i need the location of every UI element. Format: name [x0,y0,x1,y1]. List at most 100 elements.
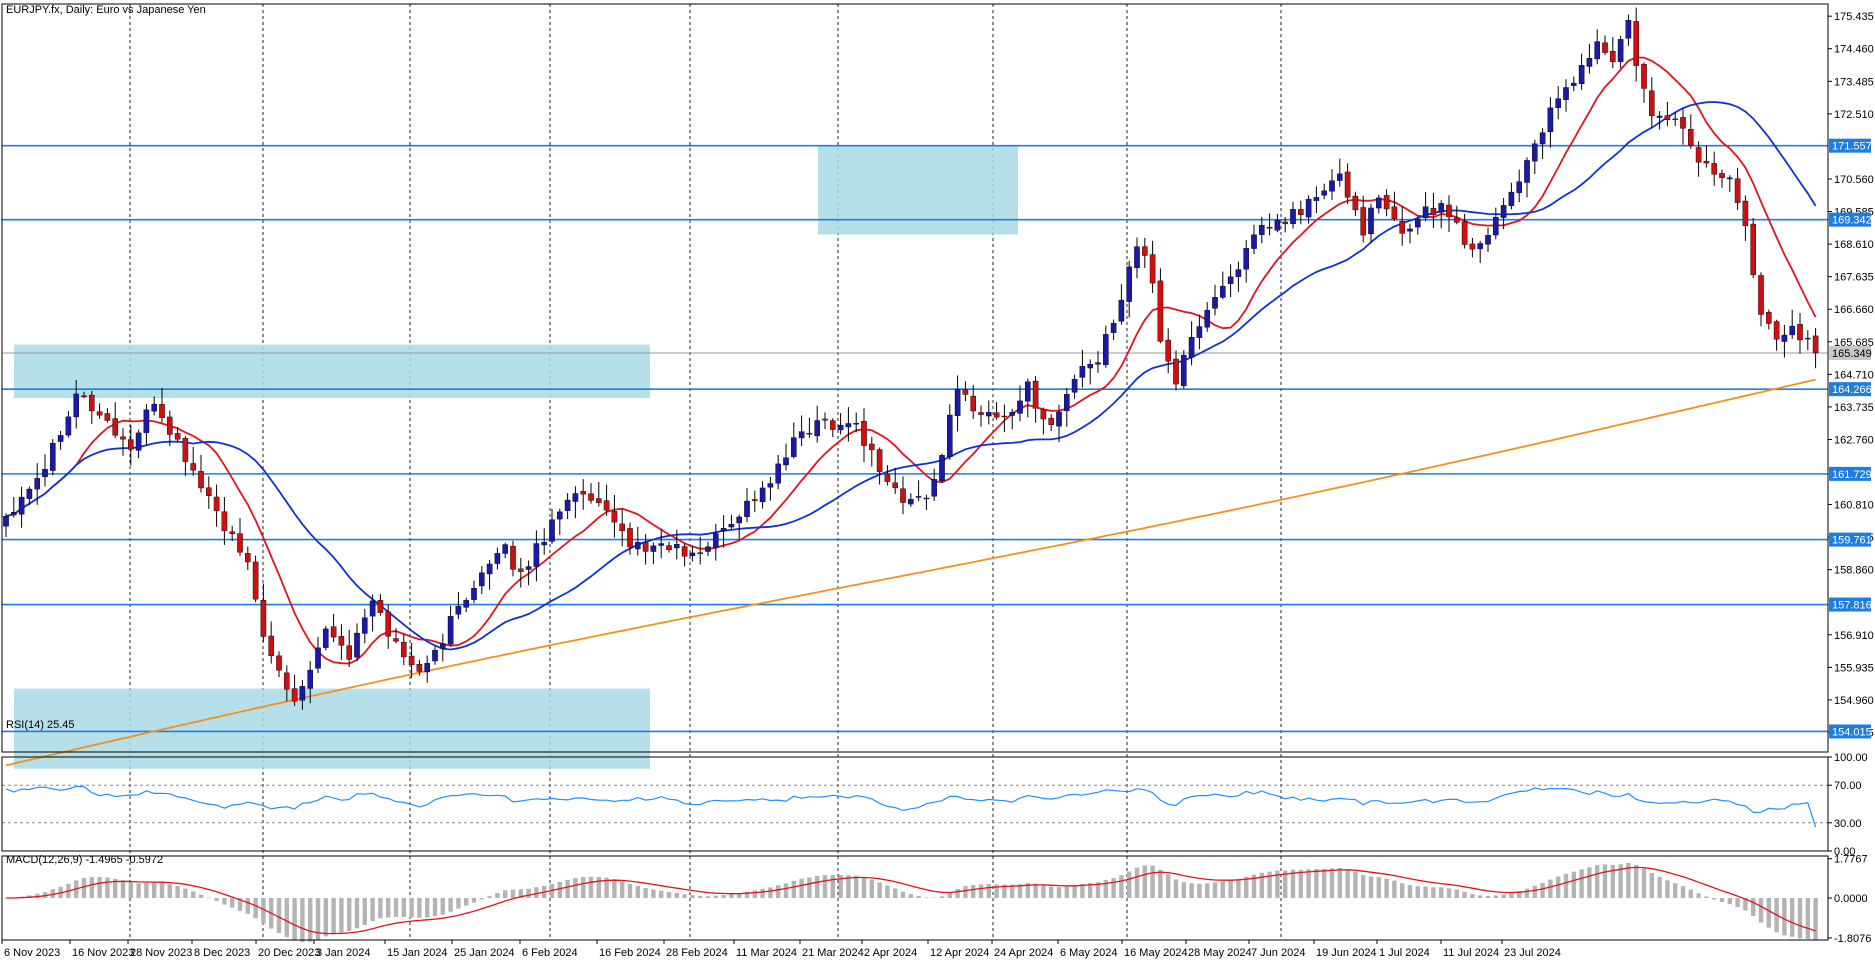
pane-border [1,3,1829,753]
candle-body [518,568,524,572]
candle-body [1173,358,1179,385]
price-tick-label: 173.485 [1834,76,1874,88]
macd-bar [1259,872,1264,898]
macd-bar [276,898,282,933]
candle-body [1204,309,1210,328]
candle-body [510,545,516,570]
candle-body [1344,171,1351,198]
candle-body [674,544,680,549]
macd-bar [440,898,445,915]
macd-bar [1517,891,1522,898]
level-label-text: 159.761 [1832,535,1872,547]
macd-bar [1673,883,1678,898]
macd-pane [3,863,1818,943]
candle-body [1243,248,1249,270]
candle-body [892,482,898,489]
candle-body [81,395,87,397]
macd-bar [846,875,851,898]
candle-body [26,488,33,499]
candle-body [1235,269,1242,277]
macd-bar [1033,883,1038,898]
macd-bar [581,877,586,898]
macd-bar [768,887,773,898]
macd-bar [191,891,196,898]
macd-bar [339,898,344,933]
candle-body [330,626,337,638]
candle-body [166,416,173,435]
macd-bar [167,884,172,898]
rsi-tick-label: 70.00 [1834,780,1862,792]
macd-bar [1407,885,1413,898]
candle-body [213,496,220,511]
date-tick-label: 11 Jul 2024 [1443,947,1499,959]
price-tick-label: 168.610 [1834,239,1874,251]
candle-body [252,561,259,600]
candle-body [1602,42,1608,53]
candle-body [923,497,930,500]
macd-bar [503,890,508,898]
date-tick-label: 12 Apr 2024 [930,947,989,959]
macd-bar [1049,886,1054,898]
macd-bar [659,890,664,898]
macd-bar [425,898,430,918]
candle-body [1009,412,1015,416]
macd-bar [1766,898,1771,928]
price-candles [3,7,1819,710]
macd-bar [1524,888,1530,898]
candle-body [806,432,813,435]
macd-bar [152,882,157,898]
current-price-label: 165.349 [1829,345,1872,360]
macd-bar [1548,879,1553,898]
macd-bar [955,888,960,898]
candle-body [401,641,407,658]
macd-bar [253,898,258,919]
candle-body [276,655,282,671]
price-tick-label: 166.660 [1834,304,1874,316]
candle-body [1126,266,1132,302]
macd-bar [128,882,133,898]
level-label-text: 154.015 [1832,726,1872,738]
candle-body [1555,98,1561,108]
macd-bar [939,896,945,898]
candle-body [494,553,501,564]
level-label: 164.266 [1829,382,1872,397]
candle-body [572,493,579,502]
candle-body [1087,364,1093,369]
candle-body [736,516,742,524]
macd-bar [557,881,562,898]
date-tick-label: 6 May 2024 [1060,947,1117,959]
macd-bar [1571,871,1576,898]
macd-bar [565,879,570,898]
candle-body [1758,275,1764,315]
candle-body [1196,326,1203,338]
candle-body [1040,409,1047,420]
candle-body [830,420,836,430]
candle-body [1485,235,1491,245]
candle-body [564,499,571,511]
candle-body [1422,206,1429,219]
candle-body [1305,198,1312,218]
macd-bar [409,898,414,918]
candle-body [588,493,594,501]
candle-body [759,487,766,503]
candle-body [541,542,547,546]
level-label: 171.557 [1829,138,1872,153]
macd-title: MACD(12,26,9) -1.4965 -0.5972 [6,854,163,866]
candle-body [1508,191,1515,206]
candle-body [1453,217,1460,223]
macd-bar [479,898,484,900]
level-label-text: 171.557 [1832,141,1872,153]
macd-bar [1556,876,1561,898]
candle-body [198,471,204,489]
candle-body [1492,217,1499,236]
current-price-text: 165.349 [1832,348,1872,360]
macd-bar [1142,865,1147,898]
candle-body [1399,221,1405,234]
candle-body [603,500,610,511]
supply-demand-zones [14,145,1018,769]
macd-bar [401,898,406,918]
vertical-grid [129,4,1282,940]
candle-body [627,528,633,548]
candle-body [65,416,72,436]
